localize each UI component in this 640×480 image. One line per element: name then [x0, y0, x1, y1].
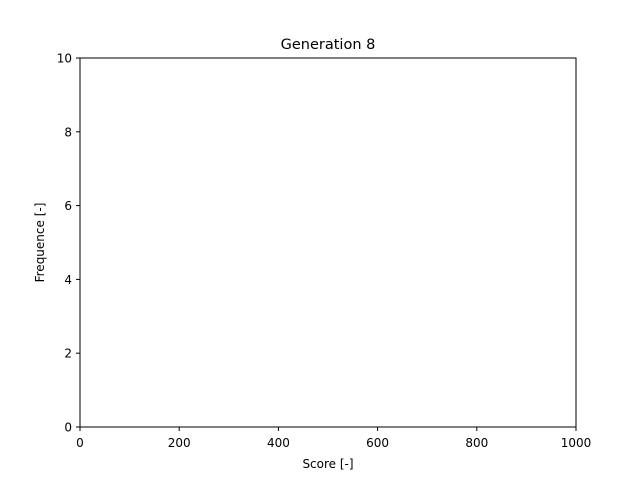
y-tick-label: 8 [64, 125, 72, 139]
x-tick-label: 400 [267, 436, 290, 450]
x-tick-label: 200 [168, 436, 191, 450]
x-tick-label: 1000 [561, 436, 592, 450]
x-axis-label: Score [-] [302, 457, 353, 471]
chart-title: Generation 8 [281, 37, 376, 53]
x-tick-label: 0 [76, 436, 84, 450]
x-tick-label: 800 [465, 436, 488, 450]
y-axis-ticks: 0 2 4 6 8 10 [57, 52, 80, 435]
plot-area [79, 57, 577, 428]
y-tick-label: 6 [64, 199, 72, 213]
y-axis-label: Frequence [-] [33, 203, 47, 283]
x-axis-ticks: 0 200 400 600 800 1000 [76, 427, 591, 450]
x-tick-label: 600 [366, 436, 389, 450]
y-tick-label: 0 [64, 421, 72, 435]
y-tick-label: 10 [57, 52, 72, 66]
y-tick-label: 4 [64, 273, 72, 287]
y-tick-label: 2 [64, 347, 72, 361]
